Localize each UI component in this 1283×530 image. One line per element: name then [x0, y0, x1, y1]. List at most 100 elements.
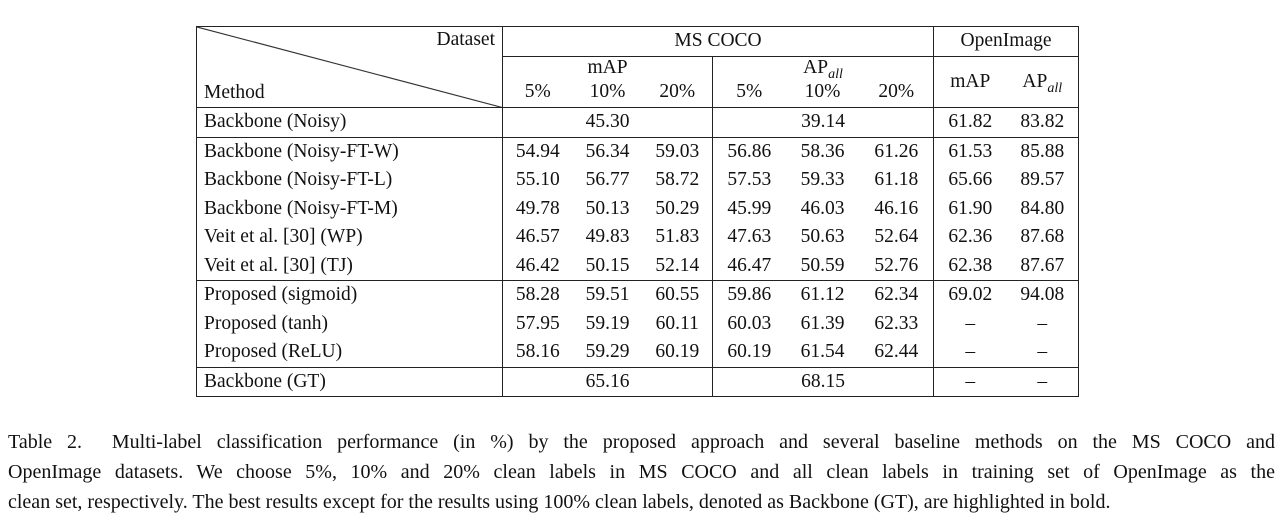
- value-cell: 61.90: [933, 194, 1007, 224]
- value-cell: 87.67: [1006, 251, 1079, 282]
- subheader-map: mAP: [502, 56, 713, 81]
- method-cell: Backbone (Noisy-FT-M): [204, 197, 398, 219]
- value-cell: –: [1037, 370, 1048, 392]
- value-cell: 56.77: [585, 169, 630, 191]
- table-row: Backbone (GT) 65.16 68.15 – –: [197, 367, 1079, 397]
- value-cell: 45.99: [712, 194, 786, 224]
- value-cell: 46.42: [502, 251, 573, 282]
- method-cell: Backbone (Noisy-FT-L): [204, 169, 393, 191]
- value-cell: 60.19: [712, 338, 786, 368]
- metric-subscript: all: [828, 65, 843, 81]
- metric-label: AP: [803, 57, 829, 78]
- group-header-openimage: OpenImage: [933, 26, 1079, 57]
- header-row-groups: Dataset Method MS COCO OpenImage: [196, 26, 1079, 109]
- value-cell: 61.54: [785, 338, 860, 368]
- value-cell: 61.26: [874, 140, 919, 162]
- value-cell: –: [1037, 312, 1048, 334]
- pct-header: 20%: [642, 80, 713, 109]
- value-cell: 58.36: [800, 140, 845, 162]
- value-cell: 49.78: [502, 194, 573, 224]
- results-table: Dataset Method MS COCO OpenImage mAP APa…: [196, 26, 1080, 398]
- pct-header: 5%: [502, 80, 573, 109]
- caption-line: Table 2. Multi-label classification perf…: [8, 431, 1275, 454]
- table-row: Veit et al. [30] (WP) 46.57 49.83 51.83 …: [197, 223, 1079, 252]
- caption-line: clean set, respectively. The best result…: [8, 491, 1111, 514]
- value-cell: 59.86: [712, 280, 786, 310]
- table-row: Backbone (Noisy-FT-L) 55.10 56.77 58.72 …: [197, 166, 1079, 195]
- value-cell: 61.18: [874, 169, 919, 191]
- value-cell: 55.10: [502, 166, 573, 195]
- method-cell: Backbone (Noisy-FT-W): [204, 140, 399, 162]
- caption-line: OpenImage datasets. We choose 5%, 10% an…: [8, 461, 1275, 484]
- value-cell: 45.30: [502, 107, 713, 138]
- header-row-metrics: mAP APall mAP APall: [197, 56, 1079, 109]
- value-cell: 65.66: [933, 166, 1007, 195]
- method-cell: Proposed (tanh): [204, 312, 329, 334]
- value-cell: 69.02: [933, 280, 1007, 310]
- value-cell: 60.11: [655, 312, 699, 334]
- value-cell: 50.63: [800, 226, 845, 248]
- value-cell: 56.86: [712, 137, 786, 167]
- value-cell: 87.68: [1020, 226, 1065, 248]
- value-cell: 50.59: [785, 251, 860, 282]
- method-cell: Veit et al. [30] (WP): [204, 226, 363, 248]
- method-cell: Backbone (GT): [204, 370, 326, 392]
- header-row-percentages: 5% 10% 20% 5% 10% 20%: [197, 80, 1079, 109]
- diagonal-line: [197, 27, 502, 107]
- pct-header: 20%: [859, 80, 934, 109]
- metric-label: AP: [1022, 71, 1048, 92]
- value-cell: 62.33: [874, 312, 919, 334]
- value-cell: 61.12: [800, 284, 845, 306]
- value-cell: 60.19: [642, 338, 713, 368]
- value-cell: –: [933, 367, 1007, 397]
- value-cell: 54.94: [502, 137, 573, 167]
- value-cell: 65.16: [502, 367, 713, 397]
- table-row: Proposed (sigmoid) 58.28 59.51 60.55 59.…: [197, 280, 1079, 310]
- table-row: Proposed (ReLU) 58.16 59.29 60.19 60.19 …: [196, 338, 1079, 368]
- method-cell: Backbone (Noisy): [196, 107, 503, 138]
- value-cell: 68.15: [711, 367, 934, 397]
- value-cell: 58.28: [502, 280, 573, 310]
- value-cell: 59.29: [572, 338, 643, 368]
- value-cell: –: [933, 338, 1007, 368]
- value-cell: 59.19: [585, 312, 630, 334]
- pct-header: 10%: [785, 80, 860, 109]
- value-cell: 50.15: [572, 251, 643, 282]
- value-cell: 46.47: [712, 251, 786, 282]
- value-cell: 60.03: [712, 309, 786, 339]
- value-cell: –: [1006, 338, 1079, 368]
- table-row: Proposed (tanh) 57.95 59.19 60.11 60.03 …: [197, 309, 1079, 339]
- value-cell: 50.29: [655, 197, 700, 219]
- value-cell: 57.53: [712, 166, 786, 195]
- value-cell: 61.53: [933, 137, 1007, 167]
- table-row: Backbone (Noisy-FT-M) 49.78 50.13 50.29 …: [197, 194, 1079, 224]
- value-cell: 56.34: [585, 140, 630, 162]
- value-cell: 62.44: [859, 338, 934, 368]
- value-cell: 57.95: [502, 309, 573, 339]
- group-header-mscoco: MS COCO: [501, 26, 934, 57]
- metric-label: mAP: [587, 57, 628, 78]
- method-cell: Proposed (ReLU): [196, 338, 503, 368]
- value-cell: 58.16: [502, 338, 573, 368]
- method-cell: Proposed (sigmoid): [204, 284, 358, 306]
- metric-subscript: all: [1047, 79, 1063, 96]
- value-cell: 58.72: [655, 169, 700, 191]
- value-cell: 59.03: [655, 140, 700, 162]
- value-cell: 60.55: [655, 284, 700, 306]
- table-row: Backbone (Noisy-FT-W) 54.94 56.34 59.03 …: [197, 137, 1079, 167]
- value-cell: 59.51: [585, 284, 630, 306]
- value-cell: 94.08: [1020, 284, 1065, 306]
- value-cell: 61.82: [933, 107, 1007, 138]
- corner-dataset-label: Dataset: [436, 29, 495, 50]
- corner-method-label: Method: [204, 82, 265, 103]
- openimage-apall-header: APall: [1006, 56, 1079, 109]
- value-cell: 84.80: [1020, 197, 1065, 219]
- value-cell: 83.82: [1006, 107, 1079, 138]
- table-row: Veit et al. [30] (TJ) 46.42 50.15 52.14 …: [196, 251, 1079, 282]
- value-cell: 52.76: [859, 251, 934, 282]
- value-cell: 47.63: [712, 223, 786, 252]
- value-cell: 52.14: [642, 251, 713, 282]
- subheader-apall: APall: [711, 56, 934, 81]
- value-cell: 61.39: [800, 312, 845, 334]
- corner-cell: Dataset Method: [196, 26, 503, 109]
